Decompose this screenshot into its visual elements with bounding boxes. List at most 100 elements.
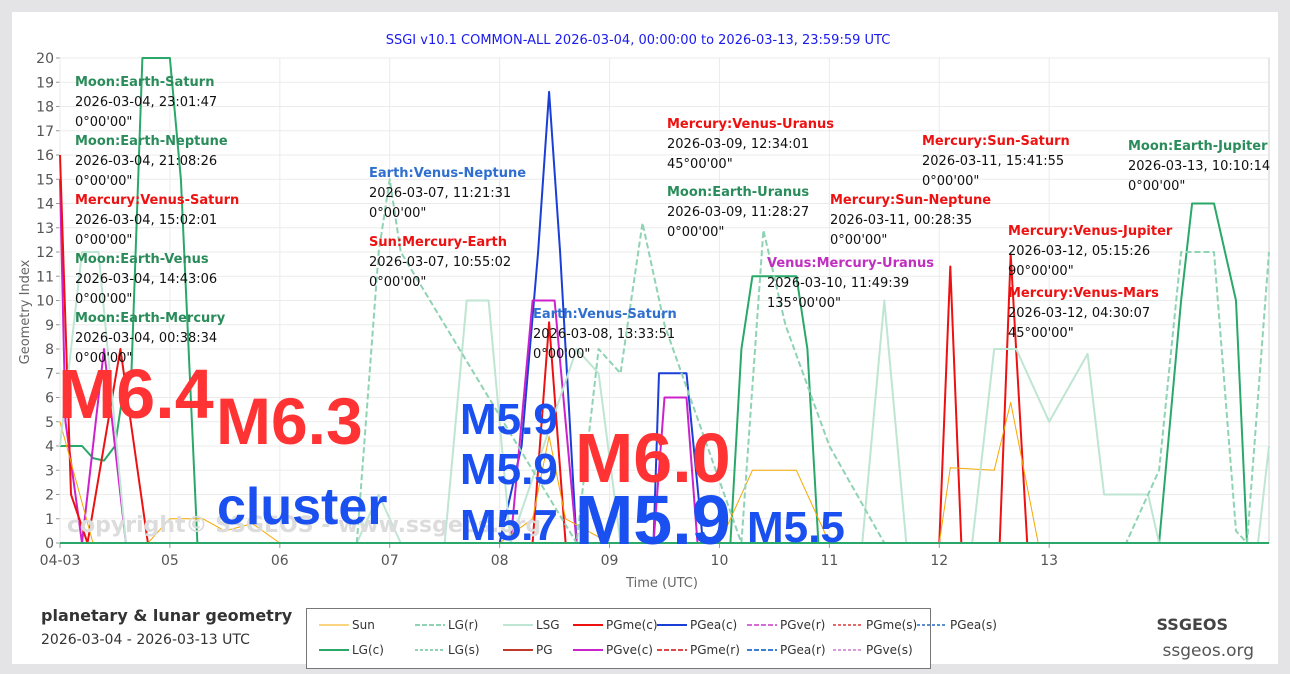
legend-swatch-icon	[657, 649, 687, 651]
y-tick-label: 10	[36, 294, 54, 310]
event-label: Mercury:Venus-Saturn	[75, 193, 239, 208]
x-tick-label: 12	[930, 553, 948, 569]
legend-swatch-icon	[503, 649, 533, 651]
event-date: 2026-03-07, 11:21:31	[369, 186, 511, 201]
footer-date-range: 2026-03-04 - 2026-03-13 UTC	[41, 632, 250, 648]
event-label: Venus:Mercury-Uranus	[767, 256, 934, 271]
legend-item[interactable]: PGve(r)	[747, 618, 825, 632]
annotations: Moon:Earth-Saturn 2026-03-04, 23:01:47 0°0…	[75, 75, 1270, 366]
legend-item[interactable]: PGme(c)	[573, 618, 658, 632]
legend-item[interactable]: Sun	[319, 618, 375, 632]
event-annotation: Mercury:Sun-Saturn 2026-03-11, 15:41:55 0°…	[922, 134, 1070, 189]
event-angle: 0°00'00"	[75, 351, 132, 366]
legend-swatch-icon	[747, 649, 777, 651]
legend-label: PG	[536, 643, 553, 657]
legend-label: PGve(c)	[606, 643, 653, 657]
event-label: Moon:Earth-Neptune	[75, 134, 228, 149]
y-tick-label: 16	[36, 148, 54, 164]
legend-item[interactable]: PGve(s)	[833, 643, 913, 657]
legend-item[interactable]: PGme(r)	[657, 643, 740, 657]
series-lgr	[355, 178, 1270, 544]
y-tick-label: 13	[36, 221, 54, 237]
y-tick-label: 7	[45, 366, 54, 382]
event-angle: 0°00'00"	[830, 233, 887, 248]
legend-swatch-icon	[833, 649, 863, 651]
y-tick-label: 18	[36, 100, 54, 116]
y-axis-label: Geometry Index	[18, 259, 33, 364]
event-annotation: Moon:Earth-Venus 2026-03-04, 14:43:06 0°00…	[75, 252, 217, 307]
event-angle: 45°00'00"	[1008, 326, 1074, 341]
event-angle: 0°00'00"	[533, 347, 590, 362]
legend-item[interactable]: PGme(s)	[833, 618, 917, 632]
chart-card: SSGI v10.1 COMMON-ALL 2026-03-04, 00:00:…	[12, 12, 1278, 669]
event-angle: 45°00'00"	[667, 157, 733, 172]
x-tick-label: 05	[161, 553, 179, 569]
legend-item[interactable]: LG(c)	[319, 643, 384, 657]
event-date: 2026-03-10, 11:49:39	[767, 276, 909, 291]
legend-item[interactable]: LG(r)	[415, 618, 478, 632]
event-label: Moon:Earth-Venus	[75, 252, 209, 267]
legend-label: LG(s)	[448, 643, 480, 657]
event-date: 2026-03-07, 10:55:02	[369, 255, 511, 270]
legend-swatch-icon	[657, 624, 687, 626]
legend-label: PGea(r)	[780, 643, 826, 657]
event-annotation: Moon:Earth-Mercury 2026-03-04, 00:38:34 0°…	[75, 311, 226, 366]
x-tick-label: 04-03	[40, 553, 81, 569]
event-annotation: Mercury:Venus-Uranus 2026-03-09, 12:34:01…	[667, 117, 834, 172]
legend-swatch-icon	[415, 624, 445, 626]
legend-item[interactable]: LG(s)	[415, 643, 480, 657]
event-date: 2026-03-04, 21:08:26	[75, 154, 217, 169]
event-annotation: Moon:Earth-Saturn 2026-03-04, 23:01:47 0°0…	[75, 75, 217, 130]
event-date: 2026-03-11, 00:28:35	[830, 213, 972, 228]
event-angle: 0°00'00"	[75, 292, 132, 307]
event-date: 2026-03-11, 15:41:55	[922, 154, 1064, 169]
event-annotation: Mercury:Sun-Neptune 2026-03-11, 00:28:35 0…	[830, 193, 991, 248]
y-tick-label: 8	[45, 342, 54, 358]
series-sun	[59, 401, 1269, 544]
legend-swatch-icon	[319, 649, 349, 651]
event-annotation: Mercury:Venus-Mars 2026-03-12, 04:30:07 45…	[1008, 286, 1159, 341]
legend-item[interactable]: PGea(r)	[747, 643, 826, 657]
y-tick-label: 3	[45, 463, 54, 479]
legend-item[interactable]: PGve(c)	[573, 643, 653, 657]
legend-item[interactable]: LSG	[503, 618, 560, 632]
legend-label: LG(c)	[352, 643, 384, 657]
legend-swatch-icon	[415, 649, 445, 651]
legend-swatch-icon	[833, 624, 863, 626]
y-tick-label: 5	[45, 415, 54, 431]
legend-label: LG(r)	[448, 618, 479, 632]
event-annotation: Moon:Earth-Jupiter 2026-03-13, 10:10:14 0°…	[1128, 139, 1270, 194]
legend-swatch-icon	[573, 624, 603, 626]
legend-item[interactable]: PG	[503, 643, 553, 657]
magnitude-label: M5.9	[460, 445, 558, 494]
event-date: 2026-03-12, 04:30:07	[1008, 306, 1150, 321]
event-date: 2026-03-04, 23:01:47	[75, 95, 217, 110]
event-label: Moon:Earth-Jupiter	[1128, 139, 1268, 154]
event-label: Mercury:Venus-Uranus	[667, 117, 834, 132]
event-date: 2026-03-04, 14:43:06	[75, 272, 217, 287]
legend-item[interactable]: PGea(s)	[917, 618, 997, 632]
y-tick-label: 19	[36, 75, 54, 91]
event-annotation: Mercury:Venus-Jupiter 2026-03-12, 05:15:2…	[1008, 224, 1173, 279]
legend-label: LSG	[536, 618, 560, 632]
y-tick-label: 11	[36, 269, 54, 285]
x-axis-label: Time (UTC)	[625, 576, 698, 591]
series-lines: copyright© SSGEOS - www.ssgeos.org	[59, 57, 1270, 544]
event-date: 2026-03-12, 05:15:26	[1008, 244, 1150, 259]
y-tick-label: 0	[45, 536, 54, 552]
event-angle: 0°00'00"	[369, 275, 426, 290]
event-date: 2026-03-04, 15:02:01	[75, 213, 217, 228]
y-tick-label: 14	[36, 197, 54, 213]
event-label: Moon:Earth-Mercury	[75, 311, 226, 326]
brand-name: SSGEOS	[1156, 615, 1228, 634]
x-tick-label: 11	[820, 553, 838, 569]
event-angle: 0°00'00"	[75, 233, 132, 248]
event-label: Mercury:Sun-Neptune	[830, 193, 991, 208]
x-tick-label: 13	[1040, 553, 1058, 569]
legend-item[interactable]: PGea(c)	[657, 618, 737, 632]
legend-swatch-icon	[747, 624, 777, 626]
brand-url: ssgeos.org	[1162, 641, 1254, 661]
watermark: copyright© SSGEOS - www.ssgeos.org	[67, 513, 541, 538]
magnitude-label: M6.0	[575, 419, 731, 497]
